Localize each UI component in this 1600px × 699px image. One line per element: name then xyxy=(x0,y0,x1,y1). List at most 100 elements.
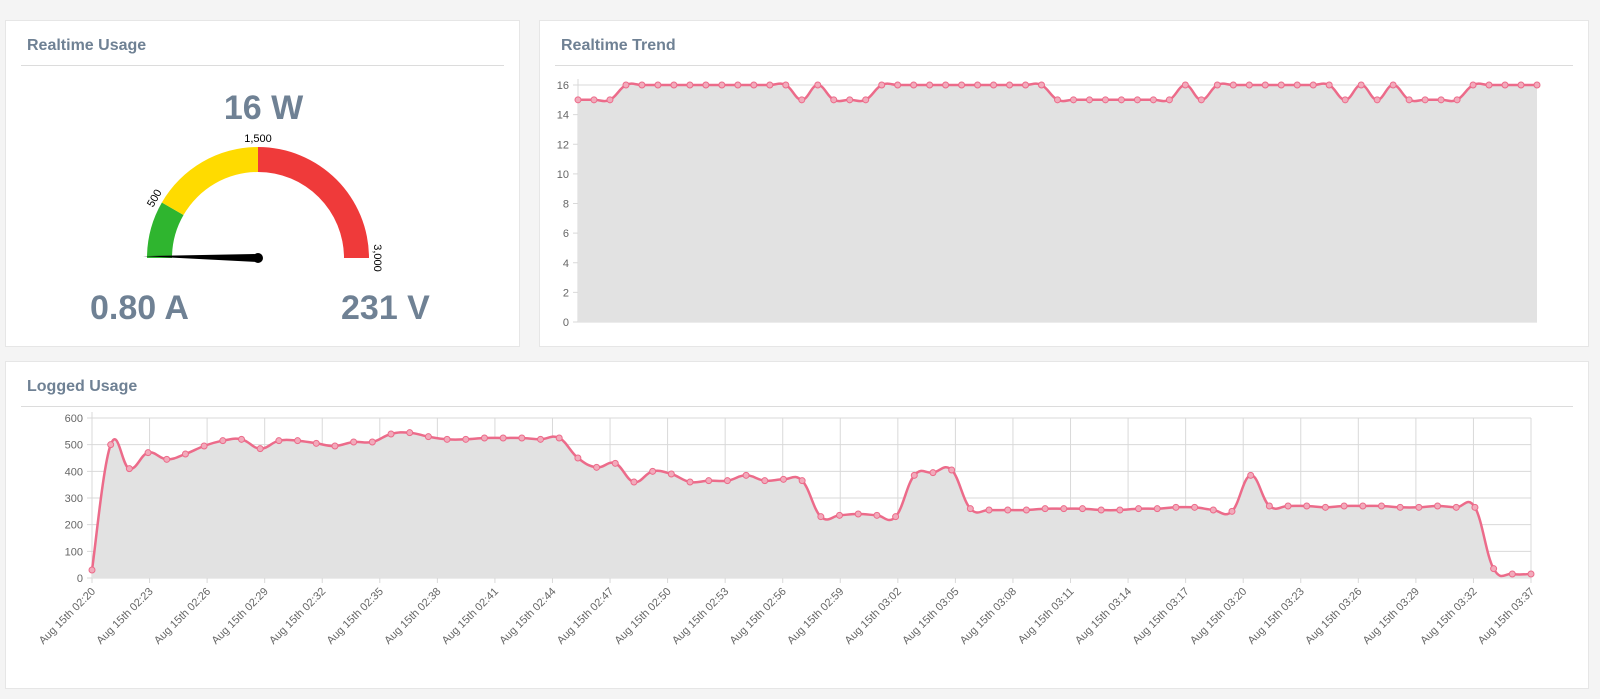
data-point xyxy=(294,437,302,445)
data-point xyxy=(948,466,956,474)
gauge-band-2 xyxy=(161,147,258,215)
data-point xyxy=(1533,81,1541,89)
data-point xyxy=(1041,505,1049,513)
data-point xyxy=(200,442,208,450)
data-point xyxy=(779,475,787,483)
data-point xyxy=(1309,81,1317,89)
data-point xyxy=(761,477,769,485)
data-point xyxy=(1359,502,1367,510)
data-point xyxy=(1229,81,1237,89)
data-point xyxy=(1421,96,1429,104)
data-point xyxy=(782,81,790,89)
x-tick-label: Aug 15th 03:08 xyxy=(958,586,1019,647)
data-point xyxy=(555,434,563,442)
gauge-label: 3,000 xyxy=(371,244,383,272)
data-point xyxy=(181,450,189,458)
data-point xyxy=(107,441,115,449)
data-point xyxy=(1396,503,1404,511)
realtime-trend-chart: 0 2 4 6 8 10 12 14 16 xyxy=(557,79,1541,329)
x-tick-label: Aug 15th 02:23 xyxy=(94,586,155,647)
data-point xyxy=(894,81,902,89)
data-point xyxy=(312,439,320,447)
data-point xyxy=(1213,81,1221,89)
data-point xyxy=(622,81,630,89)
x-tick-label: Aug 15th 02:47 xyxy=(555,586,616,647)
data-point xyxy=(1434,502,1442,510)
data-point xyxy=(766,81,774,89)
y-tick-label: 100 xyxy=(65,546,83,558)
data-point xyxy=(718,81,726,89)
y-tick-label: 10 xyxy=(557,169,569,181)
data-point xyxy=(1085,96,1093,104)
data-point xyxy=(219,437,227,445)
data-point xyxy=(593,463,601,471)
realtime-usage-panel: Realtime Usage 16 W 500 1,500 3,000 0.80 A… xyxy=(5,20,520,347)
data-point xyxy=(1004,506,1012,514)
data-point xyxy=(574,454,582,462)
gauge-label: 1,500 xyxy=(244,133,272,145)
data-point xyxy=(638,81,646,89)
voltage-readout: 231 V xyxy=(341,289,430,327)
data-point xyxy=(670,81,678,89)
data-point xyxy=(238,435,246,443)
data-point xyxy=(1469,81,1477,89)
data-point xyxy=(406,429,414,437)
data-point xyxy=(974,81,982,89)
data-point xyxy=(798,477,806,485)
data-point xyxy=(1527,570,1535,578)
x-tick-label: Aug 15th 03:23 xyxy=(1246,586,1307,647)
data-point xyxy=(1060,505,1068,513)
data-point xyxy=(144,449,152,457)
data-point xyxy=(1135,505,1143,513)
data-point xyxy=(368,438,376,446)
data-point xyxy=(1517,81,1525,89)
data-point xyxy=(734,81,742,89)
data-point xyxy=(910,81,918,89)
data-point xyxy=(966,505,974,513)
data-point xyxy=(1405,96,1413,104)
y-tick-label: 12 xyxy=(557,139,569,151)
y-tick-label: 4 xyxy=(563,258,569,270)
data-point xyxy=(892,513,900,521)
data-point xyxy=(350,438,358,446)
data-point xyxy=(929,469,937,477)
data-point xyxy=(606,96,614,104)
y-tick-label: 16 xyxy=(557,80,569,92)
y-tick-label: 300 xyxy=(65,493,83,505)
data-point xyxy=(1022,81,1030,89)
data-point xyxy=(1437,96,1445,104)
data-point xyxy=(742,471,750,479)
gauge-band-1 xyxy=(147,202,184,258)
series-area xyxy=(92,432,1531,578)
y-tick-label: 0 xyxy=(563,317,569,329)
x-tick-label: Aug 15th 02:26 xyxy=(152,586,213,647)
data-point xyxy=(942,81,950,89)
data-point xyxy=(387,430,395,438)
data-point xyxy=(873,511,881,519)
x-tick-label: Aug 15th 03:26 xyxy=(1303,586,1364,647)
data-point xyxy=(958,81,966,89)
power-readout: 16 W xyxy=(223,89,304,127)
data-point xyxy=(750,81,758,89)
data-point xyxy=(1284,502,1292,510)
data-point xyxy=(537,435,545,443)
gauge-needle xyxy=(143,254,259,262)
data-point xyxy=(686,478,694,486)
data-point xyxy=(1181,81,1189,89)
data-point xyxy=(926,81,934,89)
data-point xyxy=(1321,503,1329,511)
data-point xyxy=(630,478,638,486)
data-point xyxy=(705,477,713,485)
data-point xyxy=(462,435,470,443)
data-point xyxy=(125,465,133,473)
data-point xyxy=(256,445,264,453)
data-point xyxy=(275,437,283,445)
data-point xyxy=(331,442,339,450)
data-point xyxy=(862,96,870,104)
x-tick-label: Aug 15th 03:29 xyxy=(1361,586,1422,647)
data-point xyxy=(480,434,488,442)
data-point xyxy=(1149,96,1157,104)
y-tick-label: 0 xyxy=(77,573,83,585)
data-point xyxy=(1357,81,1365,89)
